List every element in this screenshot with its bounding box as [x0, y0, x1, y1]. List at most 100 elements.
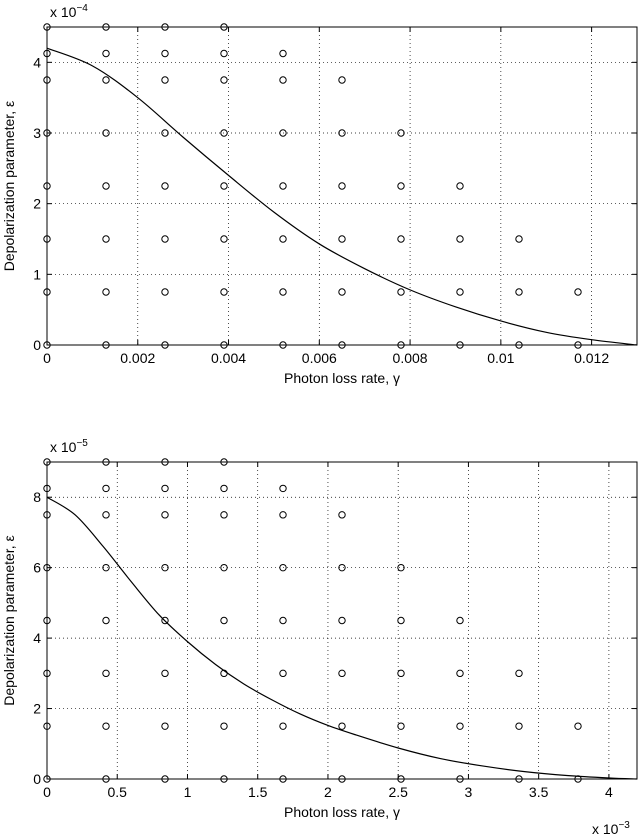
chart-0-point: [43, 182, 51, 190]
chart-1-point: [279, 484, 287, 493]
chart-0-point: [102, 76, 110, 84]
chart-1-ytick-label: 8: [33, 489, 41, 505]
chart-0-point: [397, 235, 405, 243]
chart-0-point: [102, 23, 110, 31]
chart-0-point: [338, 341, 346, 349]
chart-1-point: [161, 775, 169, 783]
chart-0-point: [220, 129, 228, 137]
chart-0-point: [515, 235, 523, 243]
chart-0-point: [279, 341, 287, 349]
chart-0-xtick-label: 0: [43, 350, 51, 366]
chart-1-point: [515, 775, 523, 783]
chart-0-point: [43, 49, 51, 58]
chart-1-xlabel: Photon loss rate, γ: [284, 804, 400, 820]
chart-0-point: [43, 76, 51, 84]
chart-0-point: [338, 235, 346, 243]
chart-1-point: [102, 669, 110, 678]
chart-0-point: [220, 76, 228, 84]
chart-0-grid: [47, 27, 637, 345]
chart-0-point: [279, 76, 287, 84]
chart-1-xtick-label: 4: [605, 784, 613, 800]
chart-1-point: [279, 563, 287, 572]
chart-1-point: [279, 511, 287, 519]
chart-1-point: [338, 511, 346, 519]
chart-0-point: [161, 76, 169, 84]
chart-0-ytick-label: 2: [33, 196, 41, 212]
chart-1-point: [43, 563, 51, 572]
chart-0-point: [515, 288, 523, 296]
chart-0-threshold-curve: [46, 47, 638, 346]
chart-1-point: [515, 669, 523, 678]
chart-1-point: [102, 775, 110, 783]
chart-1-ylabel: Depolarization parameter, ε: [1, 535, 17, 705]
chart-0-ylabel: Depolarization parameter, ε: [1, 101, 17, 271]
chart-0-point: [220, 182, 228, 190]
chart-0-ytick-label: 0: [33, 337, 41, 353]
chart-0-points: [43, 23, 582, 349]
chart-1-point: [515, 722, 523, 730]
chart-0-point: [279, 182, 287, 190]
chart-0-point: [338, 182, 346, 190]
chart-0-point: [397, 129, 405, 137]
chart-1-point: [102, 511, 110, 519]
chart-1-point: [279, 616, 287, 625]
chart-1-plot-frame: [46, 461, 638, 780]
chart-1-point: [161, 484, 169, 493]
chart-1-point: [397, 775, 405, 783]
chart-1-point: [161, 458, 169, 466]
chart-1-point: [338, 563, 346, 572]
chart-1-ytick-label: 4: [33, 630, 41, 646]
chart-0-point: [574, 288, 582, 296]
chart-1-point: [338, 616, 346, 625]
chart-0-point: [220, 341, 228, 349]
chart-1-point: [43, 616, 51, 625]
chart-1-threshold-curve: [46, 496, 638, 780]
chart-1-point: [574, 722, 582, 730]
chart-0-xtick-label: 0.002: [120, 350, 155, 366]
chart-1-point: [102, 722, 110, 730]
chart-0-point: [102, 182, 110, 190]
chart-0-xtick-label: 0.012: [574, 350, 609, 366]
chart-1-xtick-label: 2.5: [388, 784, 408, 800]
chart-0-point: [279, 235, 287, 243]
chart-0-point: [43, 235, 51, 243]
chart-0-xlabel: Photon loss rate, γ: [284, 370, 400, 386]
chart-1-point: [397, 563, 405, 572]
chart-0-point: [102, 129, 110, 137]
chart-1-point: [161, 616, 169, 625]
chart-0-point: [102, 49, 110, 58]
chart-1-point: [456, 669, 464, 678]
chart-1-point: [279, 669, 287, 678]
chart-1-point: [456, 722, 464, 730]
chart-0-xtick-label: 0.004: [211, 350, 246, 366]
chart-1-point: [397, 722, 405, 730]
chart-1-point: [161, 722, 169, 730]
chart-0-point: [43, 341, 51, 349]
chart-bottom: 0 0.5 1 1.5 2 2.5 3 3.5 4 0 2 4 6 8 x 10−5 x 10−3 Photon…: [1, 438, 638, 837]
chart-1-point: [43, 511, 51, 519]
chart-0-point: [456, 341, 464, 349]
chart-0-point: [338, 76, 346, 84]
chart-1-grid: [47, 462, 637, 779]
chart-1-points: [43, 458, 582, 783]
chart-1-xtick-label: 0.5: [108, 784, 128, 800]
chart-0-point: [220, 288, 228, 296]
chart-1-point: [161, 511, 169, 519]
chart-0-point: [279, 49, 287, 58]
chart-1-ytick-label: 6: [33, 560, 41, 576]
chart-1-point: [397, 616, 405, 625]
chart-0-point: [102, 235, 110, 243]
chart-1-point: [220, 563, 228, 572]
chart-0-ytick-label: 4: [33, 54, 41, 70]
chart-1-xtick-label: 1: [184, 784, 192, 800]
chart-0-point: [456, 288, 464, 296]
chart-top: 0 0.002 0.004 0.006 0.008 0.01 0.012 0 1 2 3 4 x 10−…: [1, 3, 638, 386]
chart-1-ytick-label: 2: [33, 701, 41, 717]
chart-0-point: [220, 235, 228, 243]
chart-1-xtick-label: 3.5: [529, 784, 549, 800]
chart-0-point: [456, 182, 464, 190]
chart-1-xtick-label: 2: [324, 784, 332, 800]
chart-0-point: [515, 341, 523, 349]
chart-1-point: [338, 722, 346, 730]
